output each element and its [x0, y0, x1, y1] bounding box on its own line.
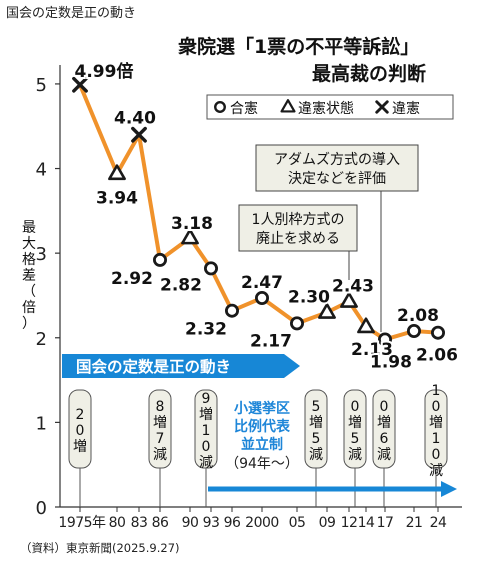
marker-2009 — [318, 303, 336, 319]
marker-1980 — [108, 164, 126, 181]
source-note: （資料）東京新聞(2025.9.27) — [20, 541, 180, 555]
x-tick-label-2021: 21 — [406, 515, 423, 531]
y-tick-label-3: 3 — [36, 244, 47, 265]
x-tick-label-2014: 14 — [358, 515, 375, 531]
reform-box-2005 — [304, 389, 328, 469]
marker-1993 — [203, 261, 218, 276]
reform-band-group: 国会の定数是正の動き 2 0 増 8 増 7 減 9 増 1 0 減 5 増 5 減 0 増 5 減 0 増 6 減 1 0 増 1 0 減… — [62, 354, 458, 507]
x-tick-label-1996: 96 — [224, 515, 241, 531]
x-tick-label-1986: 86 — [152, 515, 169, 531]
data-label-1980: 3.94 — [96, 189, 138, 209]
legend-label-cross: 違憲 — [392, 100, 420, 117]
data-label-1975: 4.99倍 — [75, 61, 134, 82]
x-tick-label-2024: 24 — [430, 515, 447, 531]
data-label-2021: 2.08 — [397, 306, 439, 326]
marker-1983 — [131, 126, 147, 143]
data-label-2012: 2.43 — [332, 276, 374, 296]
data-label-2005: 2.17 — [250, 331, 292, 351]
legend-marker-triangle — [280, 99, 296, 113]
y-tick-label-1: 1 — [36, 413, 47, 434]
callout-adams-line1: アダムズ方式の導入 — [274, 152, 400, 168]
legend: 合憲 違憲状態 違憲 — [206, 94, 454, 120]
callout-betsuwaku-line2: 廃止を求める — [256, 230, 340, 247]
marker-2017 — [377, 332, 392, 347]
chart-title-line2: 最高裁の判断 — [312, 62, 426, 85]
data-labels-group: 4.99倍 3.94 4.40 2.92 3.18 2.82 2.32 2.47 2.17 2.3… — [73, 59, 460, 375]
system-note-line4: （94年～） — [225, 456, 299, 472]
x-tick-label-1993: 93 — [203, 515, 220, 531]
marker-2021 — [406, 323, 421, 338]
chart-title-line1: 衆院選「1票の不平等訴訟」 — [178, 35, 419, 58]
legend-box — [206, 94, 454, 120]
x-tick-label-2017: 17 — [377, 515, 394, 531]
data-label-2024: 2.06 — [416, 346, 458, 366]
x-tick-label-2012: 12 — [341, 515, 358, 531]
data-label-2009: 2.30 — [288, 287, 330, 307]
reform-box-2017 — [372, 389, 396, 469]
x-tick-label-2009: 09 — [319, 515, 336, 531]
x-tick-label-1975: 1975年 — [58, 515, 106, 531]
data-label-1993: 2.82 — [160, 275, 202, 295]
x-tick-label-2005: 05 — [289, 515, 306, 531]
legend-label-circle: 合憲 — [230, 100, 258, 117]
system-note-line3: 並立制 — [241, 436, 283, 453]
reform-box-1986 — [148, 389, 172, 469]
marker-1975 — [72, 76, 88, 93]
data-label-2014: 2.13 — [351, 340, 393, 360]
marker-2005 — [289, 316, 304, 331]
y-tick-label-5: 5 — [36, 75, 47, 96]
header-title: 国会の定数是正の動き — [6, 6, 137, 21]
marker-2024 — [430, 325, 445, 340]
data-label-1990: 3.18 — [171, 214, 213, 234]
data-label-1986: 2.92 — [111, 269, 153, 289]
y-axis-label: 最大格差（倍） — [22, 220, 36, 332]
reform-box-2024 — [424, 389, 448, 469]
reform-box-1975 — [68, 389, 92, 469]
system-note-line2: 比例代表 — [234, 418, 291, 435]
marker-2000 — [254, 290, 269, 305]
reform-band-title: 国会の定数是正の動き — [76, 357, 231, 376]
callout-adams-line2: 決定などを評価 — [288, 171, 386, 187]
marker-1986 — [152, 252, 167, 267]
x-tick-label-1990: 90 — [182, 515, 199, 531]
legend-label-triangle: 違憲状態 — [298, 100, 354, 117]
y-tick-label-4: 4 — [36, 160, 47, 181]
system-note-line1: 小選挙区 — [234, 400, 290, 417]
markers-group — [72, 76, 445, 347]
reform-box-1993 — [194, 389, 218, 469]
data-label-2017: 1.98 — [370, 352, 412, 372]
x-tick-label-1983: 83 — [131, 515, 148, 531]
data-label-2000: 2.47 — [241, 273, 283, 293]
reform-band — [62, 354, 300, 378]
y-tick-label-0: 0 — [36, 498, 47, 519]
marker-2014 — [357, 317, 375, 334]
marker-1990 — [181, 228, 199, 245]
x-tick-label-1980: 80 — [109, 515, 126, 531]
reform-box-2012 — [343, 389, 367, 469]
callout-betsuwaku-line1: 1人別枠方式の — [252, 212, 345, 228]
legend-marker-cross — [375, 100, 389, 114]
marker-1996 — [224, 303, 239, 318]
data-label-1983: 4.40 — [114, 109, 156, 129]
callout-box-adams — [255, 144, 419, 192]
marker-2012 — [340, 292, 358, 308]
legend-marker-circle — [214, 101, 226, 113]
data-label-1996: 2.32 — [185, 320, 227, 340]
y-tick-label-2: 2 — [36, 329, 47, 350]
callout-box-betsuwaku — [238, 204, 358, 252]
x-tick-label-2000: 2000 — [245, 515, 279, 531]
